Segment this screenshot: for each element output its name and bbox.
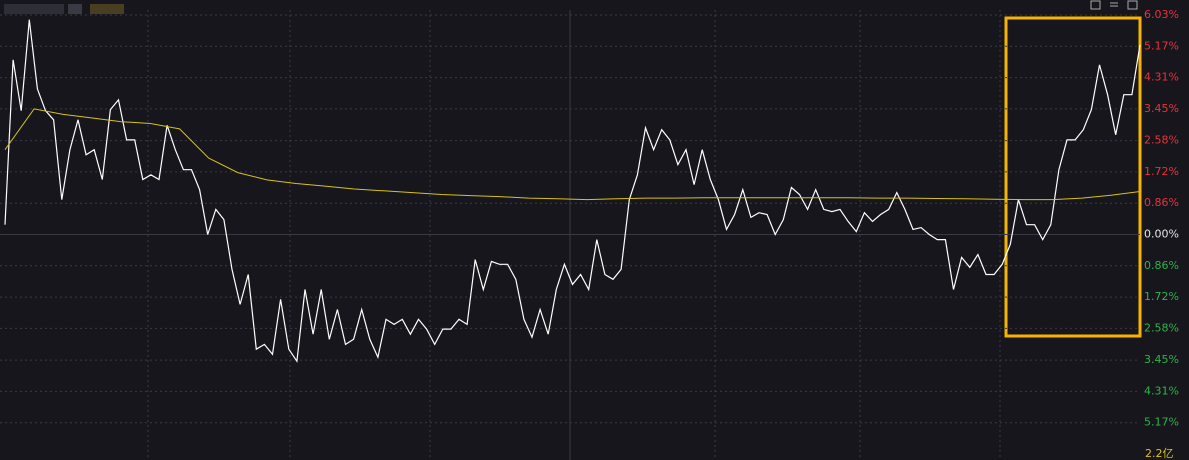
blur bbox=[4, 4, 64, 14]
y-tick-label: 3.45% bbox=[1144, 353, 1179, 366]
blur bbox=[90, 4, 124, 14]
y-tick-label: 0.86% bbox=[1144, 259, 1179, 272]
y-tick-label: 2.58% bbox=[1144, 134, 1179, 147]
series-line bbox=[4, 108, 1141, 201]
y-tick-label: 4.31% bbox=[1144, 71, 1179, 84]
header-blur bbox=[4, 4, 124, 14]
y-tick-label: 0.00% bbox=[1144, 228, 1179, 241]
y-tick-label: 2.58% bbox=[1144, 321, 1179, 334]
icon[interactable] bbox=[1127, 0, 1138, 10]
highlight-box bbox=[1004, 16, 1142, 338]
icon[interactable] bbox=[1090, 0, 1101, 10]
y-tick-label: 1.72% bbox=[1144, 290, 1179, 303]
toolbar-icons[interactable] bbox=[1090, 0, 1138, 10]
blur bbox=[68, 4, 82, 14]
y-tick-label: 1.72% bbox=[1144, 165, 1179, 178]
y-tick-label: 5.17% bbox=[1144, 416, 1179, 429]
annotation: 2.2亿 bbox=[1145, 447, 1174, 460]
y-tick-label: 6.03% bbox=[1144, 8, 1179, 21]
series-line bbox=[4, 19, 1141, 363]
y-tick-label: 3.45% bbox=[1144, 102, 1179, 115]
y-tick-label: 0.86% bbox=[1144, 196, 1179, 209]
y-tick-label: 4.31% bbox=[1144, 384, 1179, 397]
y-tick-label: 5.17% bbox=[1144, 39, 1179, 52]
